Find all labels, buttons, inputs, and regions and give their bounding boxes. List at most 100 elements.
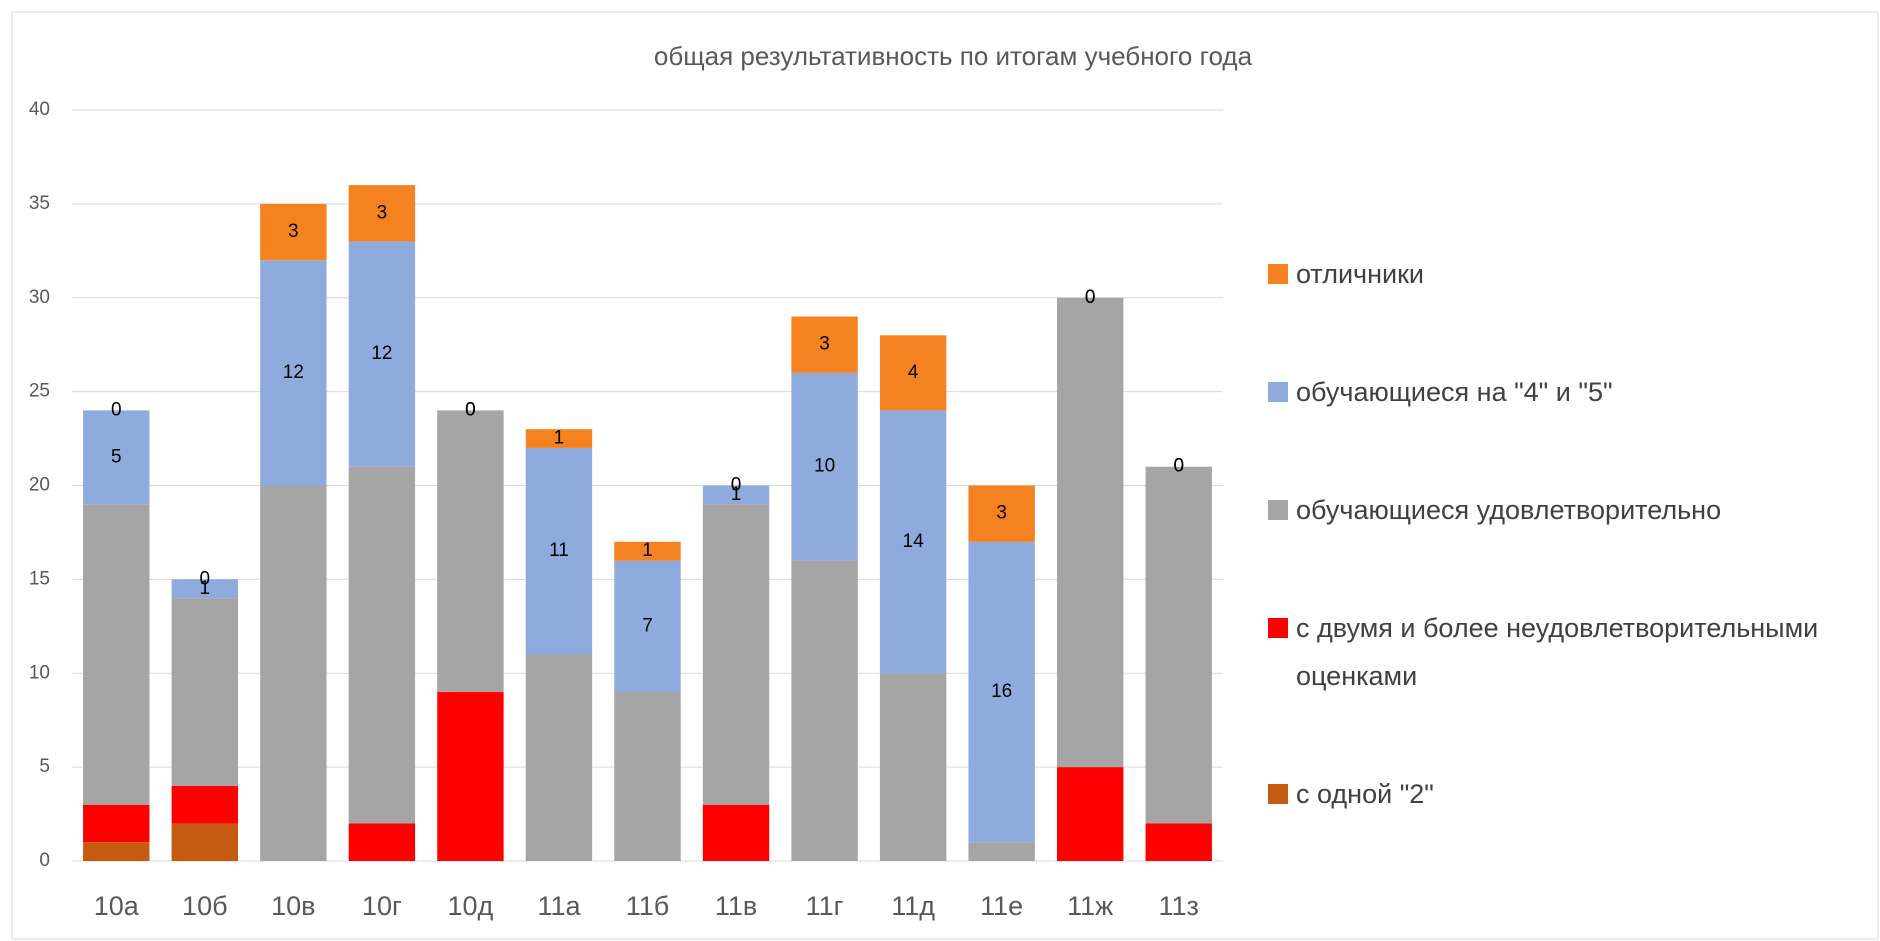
bar-segment	[525, 447, 593, 655]
bar-segment	[614, 541, 681, 561]
legend-item: обучающиеся удовлетворительно	[1268, 486, 1858, 534]
data-label: 0	[1085, 287, 1096, 308]
data-label: 10	[814, 456, 835, 477]
chart-title: общая результативность по итогам учебног…	[654, 41, 1253, 71]
bar-segment	[525, 429, 593, 448]
bar-segment	[171, 785, 239, 824]
data-label: 0	[465, 399, 476, 420]
bar-segment	[1145, 466, 1212, 824]
bar-segment	[1056, 767, 1124, 861]
bar-segment	[879, 410, 947, 674]
data-label: 1	[642, 540, 653, 561]
data-label: 0	[1173, 456, 1184, 477]
bar-segment	[348, 466, 416, 824]
bar-segment	[968, 541, 1035, 843]
x-tick-label: 11в	[715, 891, 757, 921]
y-tick-label: 10	[29, 662, 50, 683]
bar-segment	[83, 804, 150, 843]
data-label: 0	[200, 568, 211, 589]
bar-segment	[702, 804, 770, 861]
bar-segment	[702, 485, 770, 505]
bar-segment	[879, 335, 947, 411]
data-label: 14	[903, 531, 925, 552]
bar-segment	[702, 504, 770, 805]
y-tick-label: 15	[29, 568, 50, 589]
data-label: 0	[111, 399, 122, 420]
data-label: 0	[1085, 287, 1096, 308]
bar-segment	[83, 410, 150, 505]
data-label: 3	[288, 221, 299, 242]
y-tick-label: 20	[29, 475, 50, 496]
legend-item: отличники	[1268, 250, 1858, 298]
bar-segment	[879, 673, 947, 861]
bar-segment	[348, 185, 416, 242]
legend-label: с двумя и более неудовлетворительными оц…	[1296, 613, 1819, 691]
y-tick-label: 0	[39, 850, 50, 871]
legend-swatch	[1268, 618, 1288, 638]
x-tick-label: 10а	[94, 891, 140, 921]
legend-label: с одной "2"	[1296, 779, 1434, 809]
bar-segment	[791, 316, 858, 373]
legend-swatch	[1268, 382, 1288, 402]
y-tick-label: 40	[29, 99, 50, 120]
bar-segment	[171, 823, 239, 861]
bar-segment	[260, 203, 327, 261]
bar-segment	[437, 410, 504, 693]
legend-swatch	[1268, 500, 1288, 520]
bar-segment	[348, 241, 416, 467]
data-label: 1	[200, 578, 211, 599]
x-tick-label: 10д	[448, 891, 494, 921]
data-label: 3	[819, 334, 830, 355]
y-tick-label: 30	[29, 287, 50, 308]
y-tick-label: 25	[29, 381, 50, 402]
data-label: 11	[549, 540, 569, 561]
data-label: 12	[283, 362, 304, 383]
bar-segment	[83, 504, 150, 805]
data-label: 5	[111, 446, 122, 467]
chart-border	[11, 11, 1879, 940]
x-tick-label: 11е	[980, 891, 1023, 921]
bar-segment	[348, 823, 416, 861]
bar-segment	[171, 579, 239, 599]
bar-segment	[525, 654, 593, 861]
bar-segment	[260, 260, 327, 486]
x-tick-label: 10б	[182, 891, 228, 921]
data-label: 3	[996, 503, 1007, 524]
data-label: 1	[731, 484, 742, 505]
legend-label: обучающиеся на "4" и "5"	[1296, 377, 1613, 407]
x-tick-label: 11д	[891, 891, 935, 921]
data-label: 12	[371, 343, 392, 364]
x-tick-label: 11б	[626, 891, 670, 921]
data-label: 3	[377, 202, 388, 223]
bar-segment	[614, 692, 681, 861]
x-tick-label: 10в	[271, 891, 315, 921]
data-label: 0	[1173, 456, 1184, 477]
data-label: 1	[554, 428, 565, 449]
x-tick-label: 11г	[806, 891, 844, 921]
x-tick-label: 11а	[537, 891, 581, 921]
legend-item: с двумя и более неудовлетворительными оц…	[1268, 604, 1858, 700]
y-tick-label: 5	[39, 756, 50, 777]
y-tick-label: 35	[29, 193, 50, 214]
data-label: 4	[908, 362, 919, 383]
data-label: 7	[642, 615, 653, 636]
x-tick-label: 11з	[1159, 891, 1199, 921]
bar-segment	[791, 372, 858, 561]
legend-swatch	[1268, 784, 1288, 804]
bar-segment	[968, 842, 1035, 861]
bar-segment	[437, 692, 504, 861]
data-label: 0	[465, 399, 476, 420]
bar-segment	[1145, 823, 1212, 861]
legend-item: с одной "2"	[1268, 770, 1858, 818]
bar-segment	[260, 485, 327, 861]
legend-label: обучающиеся удовлетворительно	[1296, 495, 1722, 525]
legend-swatch	[1268, 264, 1288, 284]
bar-segment	[791, 560, 858, 861]
legend-item: обучающиеся на "4" и "5"	[1268, 368, 1858, 416]
bar-segment	[968, 485, 1035, 542]
legend-label: отличники	[1296, 259, 1424, 289]
bar-segment	[614, 560, 681, 693]
bar-segment	[171, 598, 239, 786]
